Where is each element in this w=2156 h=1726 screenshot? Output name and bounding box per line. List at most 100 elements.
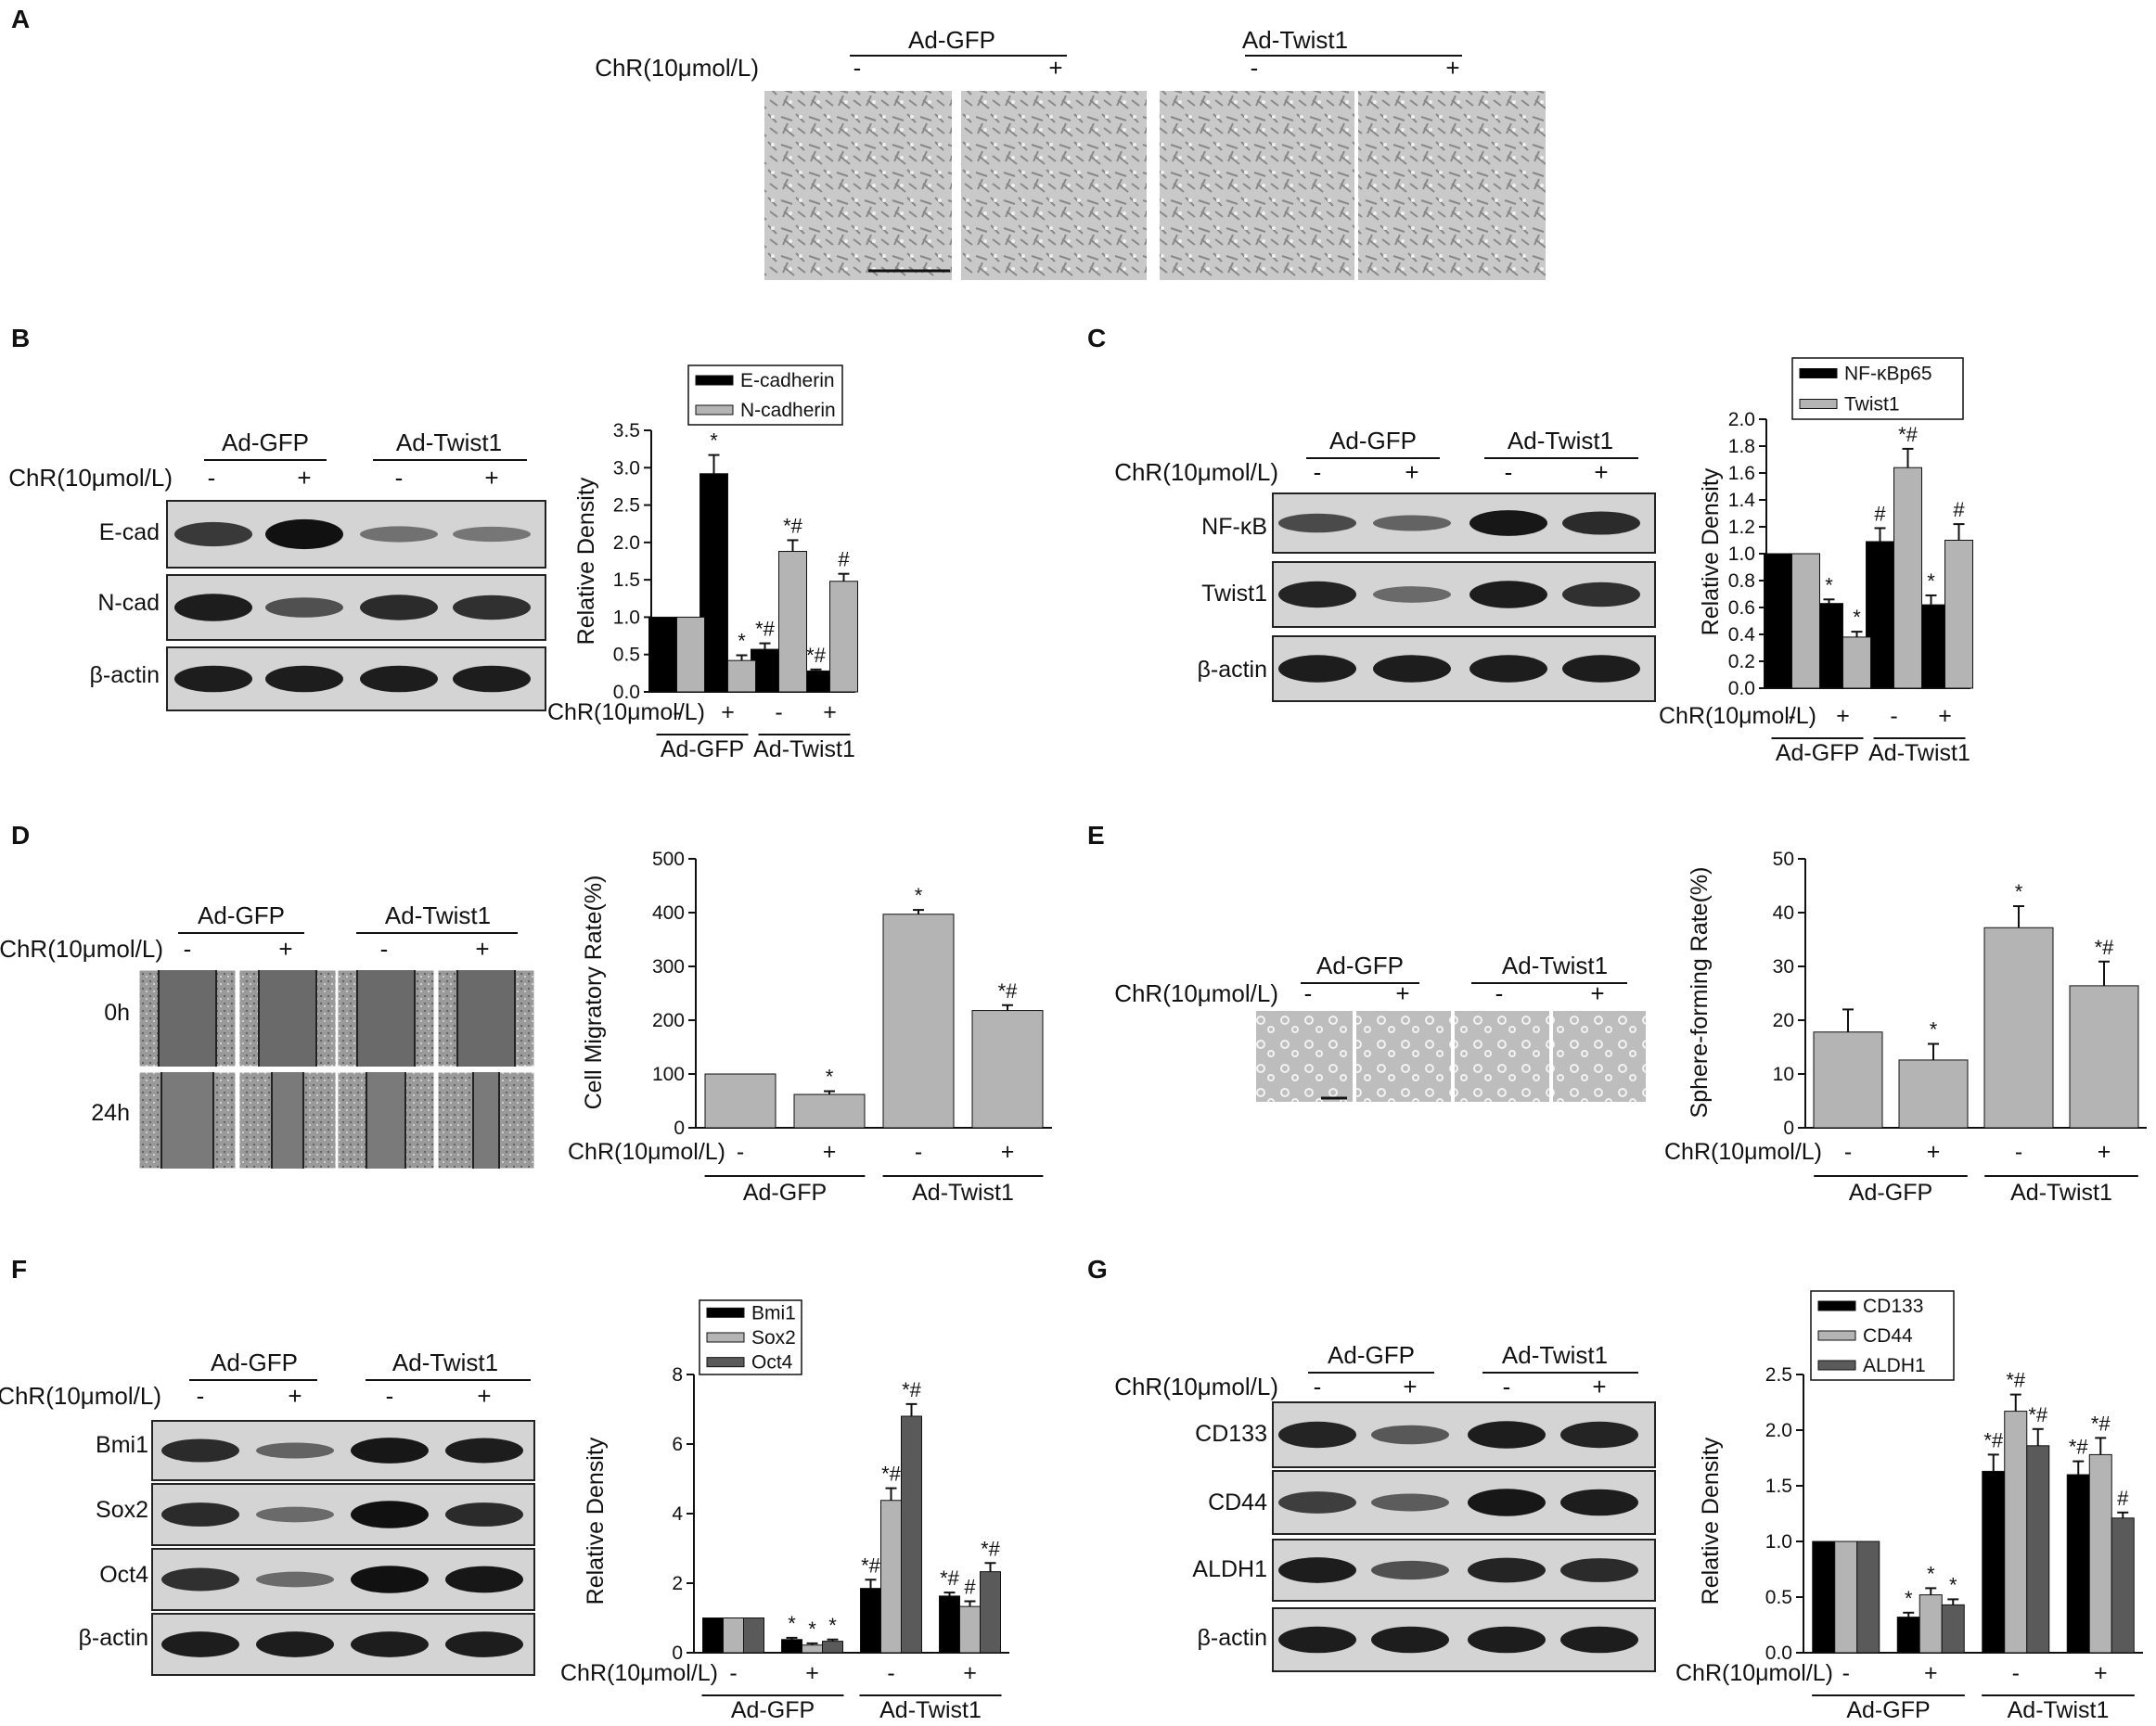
blot-row-label: Twist1 <box>1201 581 1267 607</box>
bar <box>901 1415 922 1654</box>
x-tick-label: + <box>2098 1139 2111 1165</box>
bar-chart-e: 0 10 20 30 40 50 Sphere-forming Rate(%) * * *# ChR… <box>1664 849 2147 1206</box>
blot-band <box>256 1442 334 1459</box>
y-tick-label: 1.0 <box>1765 1531 1792 1553</box>
blot-band <box>265 665 343 693</box>
time-label-0h: 0h <box>104 1000 130 1026</box>
blot-row-label: β-actin <box>1197 657 1267 683</box>
legend-label: Sox2 <box>751 1327 796 1349</box>
wound-gap <box>357 970 415 1067</box>
significance-mark: * <box>738 630 746 653</box>
significance-mark: # <box>964 1576 976 1599</box>
y-tick-label: 0 <box>674 1118 685 1139</box>
sign-minus: - <box>380 935 389 963</box>
blot-band <box>360 665 438 693</box>
significance-mark: * <box>1930 1018 1938 1042</box>
treatment-label: ChR(10μmol/L) <box>568 1139 725 1165</box>
panel-label-b: B <box>11 324 30 352</box>
bar <box>1941 1604 1965 1654</box>
panel-e: E Ad-GFP Ad-Twist1 ChR(10μmol/L) - + - +… <box>1087 821 2147 1206</box>
sphere-image <box>1256 1011 1353 1102</box>
sign-minus: - <box>208 464 216 492</box>
bar-chart-c: 0.0 0.2 0.4 0.6 0.8 1.0 1.2 1.4 1.6 1.8 2.0 Relativ… <box>1659 357 1973 766</box>
blot-band <box>445 1631 523 1657</box>
sign-plus: + <box>288 1382 302 1410</box>
blot-band <box>161 1438 239 1463</box>
bar <box>2026 1445 2050 1654</box>
legend-label: N-cadherin <box>740 400 836 421</box>
blot-row-label: β-actin <box>1197 1625 1267 1651</box>
y-tick-label: 2.0 <box>1765 1420 1792 1441</box>
bar <box>702 1617 724 1654</box>
sign-minus: - <box>1314 458 1322 486</box>
blot-band <box>1562 511 1640 535</box>
panel-label-f: F <box>11 1255 27 1284</box>
blot-band <box>256 1506 334 1523</box>
x-tick-label: - <box>1844 1139 1852 1165</box>
blot-band <box>360 595 438 620</box>
y-tick-label: 0 <box>672 1643 683 1664</box>
blot-band <box>1468 1626 1546 1654</box>
significance-mark: * <box>1853 606 1861 629</box>
blot-band <box>174 594 252 621</box>
significance-mark: *# <box>2069 1436 2089 1459</box>
significance-mark: * <box>826 1066 834 1089</box>
bar <box>882 914 955 1129</box>
panel-label-g: G <box>1087 1255 1108 1284</box>
x-tick-label: + <box>823 699 837 725</box>
treatment-label: ChR(10μmol/L) <box>1114 458 1278 486</box>
significance-mark: # <box>1953 498 1965 521</box>
blot-band <box>1278 655 1356 683</box>
blot-band <box>1371 1425 1449 1445</box>
y-tick-label: 3.0 <box>613 457 640 479</box>
significance-mark: * <box>1949 1573 1957 1596</box>
legend-label: CD133 <box>1863 1296 1923 1317</box>
y-tick-label: 500 <box>652 849 685 870</box>
micrograph <box>1160 91 1354 280</box>
panel-a: A Ad-GFP Ad-Twist1 ChR(10μmol/L) - + - + <box>11 5 1546 280</box>
group-label-ad-twist1: Ad-Twist1 <box>1242 26 1348 54</box>
legend-label: ALDH1 <box>1863 1355 1926 1376</box>
blot-band <box>256 1631 334 1657</box>
y-tick-label: 0.5 <box>1765 1587 1792 1608</box>
bar <box>2004 1411 2028 1654</box>
significance-mark: # <box>2117 1487 2129 1510</box>
significance-mark: # <box>838 548 850 571</box>
blot-band <box>1278 581 1356 608</box>
sphere-image <box>1553 1011 1646 1102</box>
blot-row-label: ALDH1 <box>1192 1556 1267 1582</box>
western-blot <box>151 1420 535 1676</box>
blot-band <box>1278 1421 1356 1449</box>
western-blot <box>1272 492 1656 702</box>
blot-band <box>1373 586 1451 603</box>
group-label: Ad-GFP <box>743 1180 827 1206</box>
bar <box>704 1073 776 1129</box>
group-label-ad-gfp: Ad-GFP <box>1316 952 1404 979</box>
blot-band <box>1560 1421 1638 1449</box>
significance-mark: *# <box>881 1463 902 1486</box>
blot-row-label: E-cad <box>99 519 160 545</box>
y-axis-label: Relative Density <box>1698 467 1724 635</box>
y-tick-label: 0.0 <box>613 682 640 703</box>
blot-row-label: Bmi1 <box>96 1432 148 1458</box>
x-tick-label: + <box>721 699 735 725</box>
sign-minus: - <box>1251 54 1259 82</box>
bar-chart-d: 0 100 200 300 400 500 Cell Migratory Rate(%) * *… <box>568 849 1052 1206</box>
sign-minus: - <box>395 464 404 492</box>
y-tick-label: 400 <box>652 902 685 924</box>
significance-mark: * <box>828 1614 837 1637</box>
blot-band <box>1371 1626 1449 1654</box>
legend-label: CD44 <box>1863 1325 1913 1347</box>
legend-swatch <box>695 375 734 386</box>
significance-mark: *# <box>755 618 776 641</box>
y-tick-label: 100 <box>652 1064 685 1085</box>
y-axis-label: Cell Migratory Rate(%) <box>581 876 607 1110</box>
blot-band <box>265 518 343 550</box>
sign-minus: - <box>853 54 862 82</box>
x-tick-label: - <box>775 699 782 725</box>
blot-band <box>360 526 438 543</box>
blot-row-label: Sox2 <box>96 1497 148 1523</box>
y-tick-label: 1.6 <box>1728 463 1755 484</box>
legend-swatch <box>1817 1360 1856 1371</box>
